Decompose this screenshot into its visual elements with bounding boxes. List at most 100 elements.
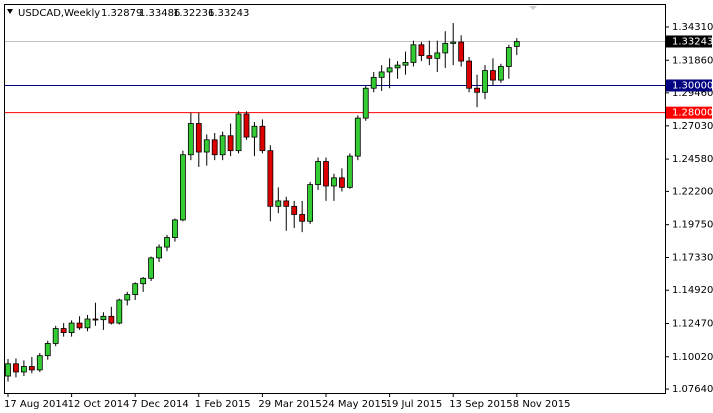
candle-body bbox=[243, 113, 250, 138]
y-tick-label: 1.24580 bbox=[672, 154, 713, 165]
candle-body bbox=[434, 52, 441, 59]
candle bbox=[283, 196, 290, 231]
candle bbox=[418, 42, 425, 62]
candle-body bbox=[68, 322, 75, 333]
y-tick-label: 1.17330 bbox=[672, 253, 713, 264]
candle-body bbox=[235, 113, 242, 152]
candle-body bbox=[60, 328, 67, 333]
candle bbox=[267, 145, 274, 222]
candle-body bbox=[124, 294, 131, 301]
candle-body bbox=[267, 150, 274, 207]
candle bbox=[354, 115, 361, 161]
candle bbox=[20, 360, 27, 377]
candle-body bbox=[92, 318, 99, 321]
candle bbox=[195, 112, 202, 167]
candle bbox=[28, 357, 35, 374]
current-price-label: 1.33243 bbox=[672, 36, 713, 47]
candle-body bbox=[466, 60, 473, 89]
x-tick-label: 12 Oct 2014 bbox=[68, 399, 130, 410]
candle-body bbox=[307, 184, 314, 222]
menu-icon bbox=[7, 9, 13, 14]
symbol: USDCAD,Weekly bbox=[18, 8, 100, 19]
x-tick-label: 24 May 2015 bbox=[322, 399, 387, 410]
candle-body bbox=[44, 343, 51, 357]
candle bbox=[60, 323, 67, 337]
candle-body bbox=[20, 366, 27, 373]
candle-body bbox=[402, 62, 409, 66]
candle bbox=[402, 51, 409, 75]
candle-body bbox=[5, 363, 11, 377]
candle bbox=[219, 131, 226, 161]
candle bbox=[211, 133, 218, 161]
x-tick-label: 8 Nov 2015 bbox=[513, 399, 571, 410]
candle bbox=[124, 291, 131, 306]
price-label: 1.28000 bbox=[672, 108, 713, 119]
candle-body bbox=[442, 43, 449, 54]
header-high: 1.33486 bbox=[139, 8, 180, 19]
candle bbox=[466, 56, 473, 93]
candle-body bbox=[490, 70, 496, 81]
candle bbox=[410, 40, 417, 67]
candle bbox=[315, 157, 321, 191]
candle-body bbox=[315, 161, 321, 186]
candle-body bbox=[386, 67, 393, 73]
candle bbox=[227, 123, 234, 157]
candle-body bbox=[497, 66, 504, 81]
candle bbox=[338, 168, 345, 192]
candle bbox=[378, 65, 385, 91]
candle-body bbox=[52, 328, 59, 344]
candle bbox=[346, 153, 353, 189]
y-tick-label: 1.29460 bbox=[672, 88, 713, 99]
header-close: 1.33243 bbox=[208, 8, 249, 19]
candle bbox=[307, 181, 314, 224]
candle bbox=[386, 58, 393, 89]
candle bbox=[243, 111, 250, 140]
candle bbox=[251, 122, 258, 157]
candle-body bbox=[370, 76, 377, 89]
header-low: 1.32236 bbox=[173, 8, 214, 19]
candle-body bbox=[140, 277, 147, 285]
candle-body bbox=[172, 219, 178, 238]
candle-body bbox=[362, 87, 369, 119]
candle-body bbox=[283, 200, 290, 207]
candle-body bbox=[426, 55, 433, 59]
candle bbox=[426, 40, 433, 66]
candle bbox=[13, 358, 19, 378]
candle bbox=[490, 58, 496, 86]
candle bbox=[187, 112, 194, 161]
candle-body bbox=[259, 125, 266, 152]
candle bbox=[434, 40, 441, 72]
current-price-box bbox=[666, 35, 712, 48]
candle-body bbox=[354, 117, 361, 157]
candle-body bbox=[482, 70, 488, 93]
y-tick-label: 1.14920 bbox=[672, 285, 713, 296]
x-tick-label: 17 Aug 2014 bbox=[4, 399, 68, 410]
candle-body bbox=[13, 363, 19, 373]
y-tick-label: 1.12470 bbox=[672, 318, 713, 329]
candle bbox=[291, 200, 298, 229]
candle-body bbox=[338, 177, 345, 188]
candle bbox=[68, 320, 75, 337]
candle bbox=[84, 314, 91, 332]
y-tick-label: 1.27030 bbox=[672, 121, 713, 132]
candle-body bbox=[76, 322, 83, 329]
candle bbox=[164, 234, 170, 252]
candle bbox=[140, 276, 147, 292]
candle bbox=[172, 218, 178, 242]
candle-body bbox=[346, 155, 353, 188]
price-label-box bbox=[666, 106, 712, 119]
candle bbox=[132, 282, 139, 301]
candle-body bbox=[251, 125, 258, 138]
candle-body bbox=[323, 161, 329, 187]
candle bbox=[179, 150, 186, 222]
candle-body bbox=[164, 237, 170, 248]
candle bbox=[203, 134, 210, 166]
x-tick-label: 1 Feb 2015 bbox=[195, 399, 251, 410]
candle-body bbox=[378, 71, 385, 78]
candle-body bbox=[187, 123, 194, 156]
candle-body bbox=[179, 154, 186, 221]
candle-body bbox=[132, 283, 139, 295]
y-tick-label: 1.31860 bbox=[672, 55, 713, 66]
candle bbox=[100, 312, 107, 330]
